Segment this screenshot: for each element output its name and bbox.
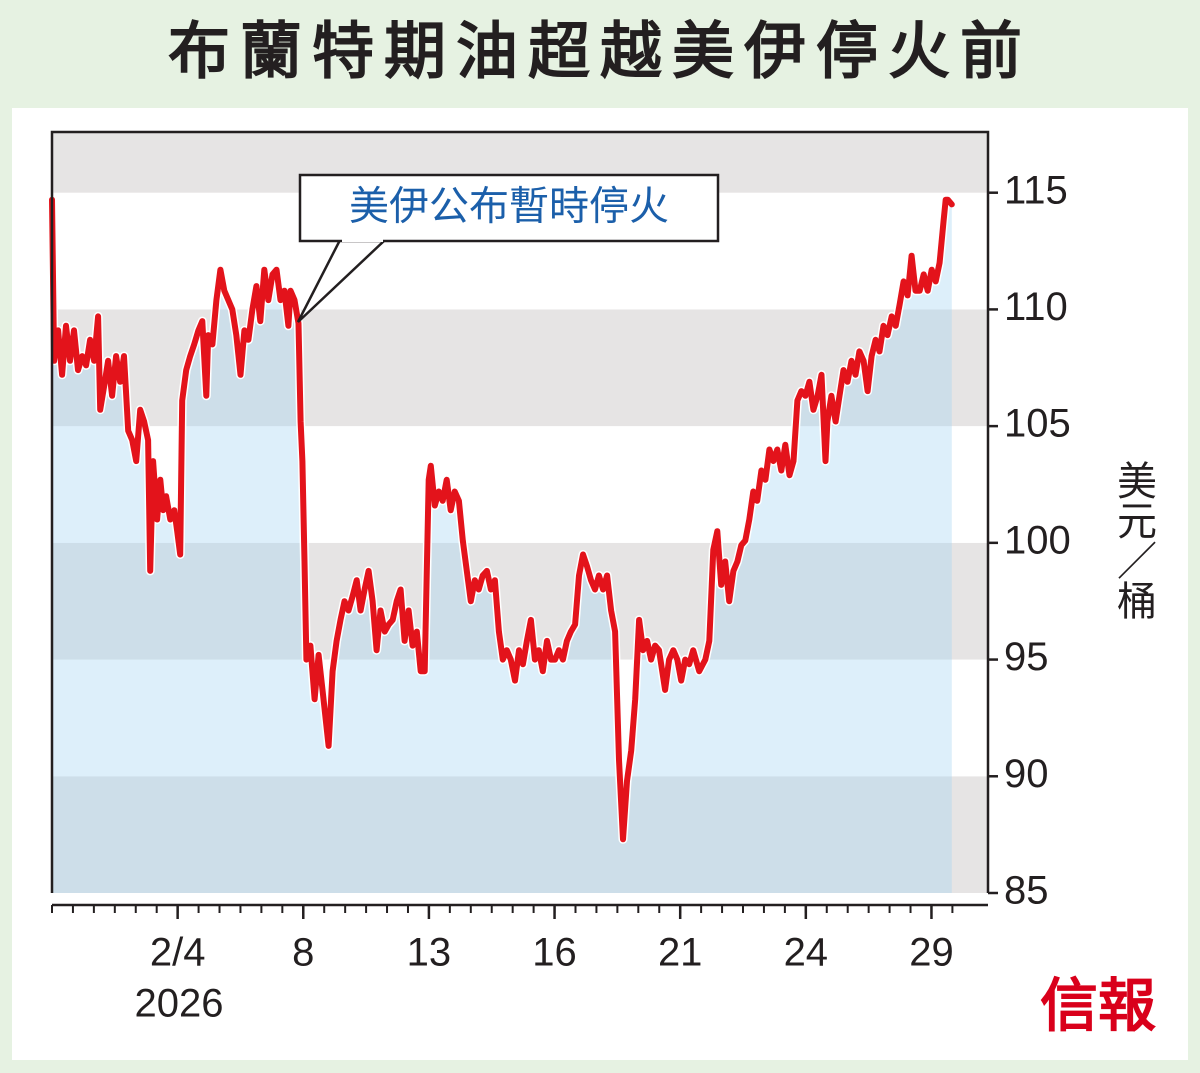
line (49, 196, 955, 843)
grid-band (52, 542, 988, 660)
x-tick-label: 2/4 (150, 931, 206, 975)
y-tick-label: 105 (1004, 402, 1071, 446)
x-tick-label: 13 (407, 931, 452, 975)
x-tick-label: 24 (784, 931, 829, 975)
callout-box (298, 173, 720, 243)
grid-band (52, 426, 988, 543)
x-tick-label: 16 (532, 931, 577, 975)
overlay: 美伊公布暫時停火 美元／桶 2026 信報 (135, 173, 1157, 1038)
x-tick-label: 21 (658, 931, 703, 975)
y-tick-label: 110 (1004, 285, 1068, 329)
chart-title: 布蘭特期油超越美伊停火前 (168, 17, 1032, 86)
y-axis-label: 美元／桶 (1111, 460, 1157, 620)
y-tick-label: 85 (1004, 869, 1049, 913)
grid-band (52, 776, 988, 893)
y-tick-label: 90 (1004, 752, 1049, 796)
plot-area: 85 90 95 100 105 110 115 2/4 8 13 16 21 24 29 (47, 130, 1071, 975)
plot-frame (50, 130, 990, 893)
x-tick-label: 29 (909, 931, 954, 975)
source-logo: 信報 (1040, 973, 1156, 1038)
grid-band (52, 659, 988, 777)
callout-text: 美伊公布暫時停火 (349, 185, 669, 229)
y-tick-label: 100 (1004, 518, 1071, 562)
y-tick-label: 115 (1004, 168, 1068, 212)
x-axis-sublabel: 2026 (135, 982, 224, 1026)
y-tick-label: 95 (1004, 635, 1049, 679)
area (52, 199, 952, 893)
x-tick-label: 8 (292, 931, 314, 975)
